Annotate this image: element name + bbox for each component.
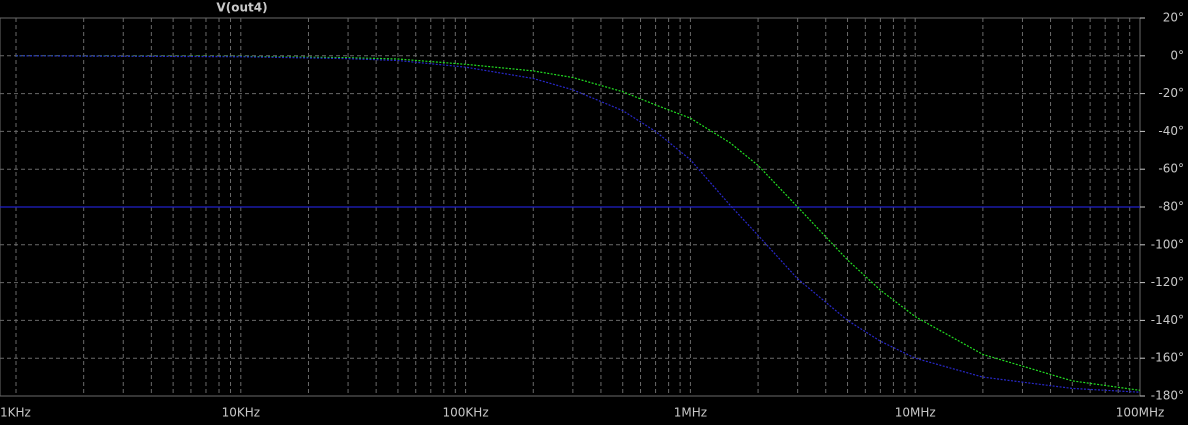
x-tick-label: 100KHz	[443, 406, 489, 420]
y-tick-label: -140°	[1151, 313, 1184, 327]
y-tick-label: 0°	[1170, 48, 1184, 62]
x-tick-label: 100MHz	[1116, 406, 1165, 420]
x-tick-label: 1KHz	[0, 406, 31, 420]
y-tick-label: -80°	[1158, 200, 1184, 214]
y-tick-label: 20°	[1163, 11, 1184, 25]
y-tick-label: -20°	[1158, 86, 1184, 100]
y-tick-label: -60°	[1158, 162, 1184, 176]
x-tick-label: 1MHz	[674, 406, 707, 420]
series-line	[15, 55, 1141, 393]
y-tick-label: -120°	[1151, 275, 1184, 289]
y-tick-label: -100°	[1151, 237, 1184, 251]
y-tick-label: -40°	[1158, 124, 1184, 138]
chart-title: V(out4)	[216, 1, 267, 15]
series-line	[15, 55, 1141, 391]
y-tick-label: -160°	[1151, 351, 1184, 365]
x-tick-label: 10KHz	[222, 406, 260, 420]
y-tick-label: -180°	[1151, 389, 1184, 403]
x-tick-label: 10MHz	[895, 406, 936, 420]
